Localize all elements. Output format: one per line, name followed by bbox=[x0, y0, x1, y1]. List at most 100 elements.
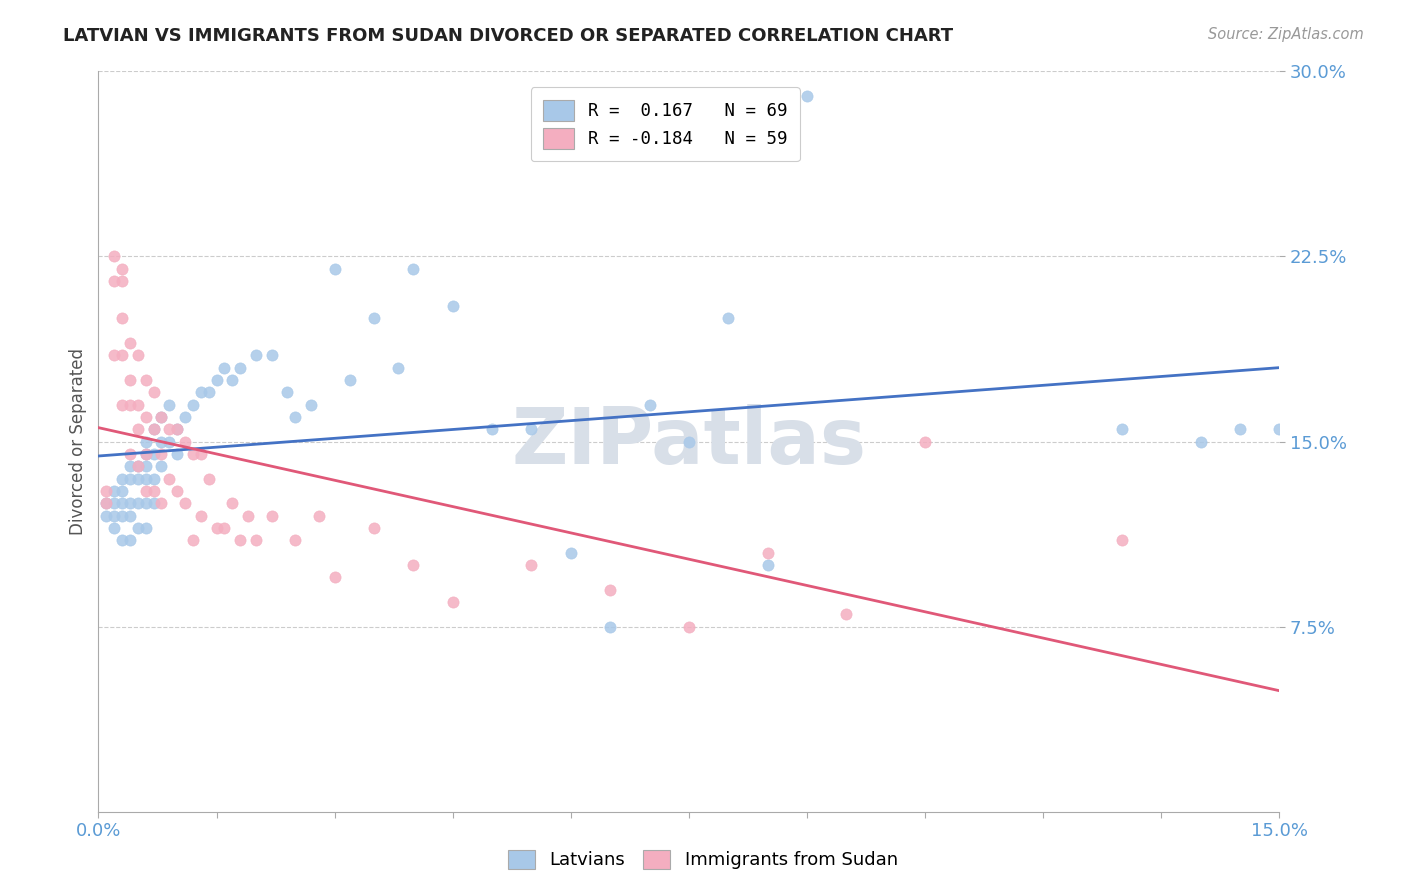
Point bbox=[363, 311, 385, 326]
Point bbox=[402, 558, 425, 572]
Point bbox=[323, 261, 346, 276]
Point bbox=[111, 471, 134, 485]
Point bbox=[96, 496, 118, 510]
Point bbox=[157, 471, 180, 485]
Point bbox=[520, 422, 543, 436]
Point bbox=[142, 483, 165, 498]
Point bbox=[229, 360, 252, 375]
Point bbox=[214, 521, 236, 535]
Point bbox=[118, 398, 141, 412]
Point bbox=[103, 508, 125, 523]
Point bbox=[150, 496, 173, 510]
Point bbox=[260, 348, 283, 362]
Point bbox=[190, 508, 212, 523]
Point bbox=[678, 619, 700, 633]
Point bbox=[174, 496, 197, 510]
Point bbox=[142, 471, 165, 485]
Point bbox=[387, 360, 409, 375]
Point bbox=[174, 409, 197, 424]
Point bbox=[1111, 422, 1133, 436]
Point bbox=[135, 447, 157, 461]
Point bbox=[111, 483, 134, 498]
Point bbox=[157, 422, 180, 436]
Point bbox=[174, 434, 197, 449]
Point bbox=[111, 274, 134, 288]
Point bbox=[441, 299, 464, 313]
Point bbox=[638, 398, 661, 412]
Point bbox=[245, 348, 267, 362]
Point bbox=[181, 447, 204, 461]
Point bbox=[166, 422, 188, 436]
Point bbox=[284, 409, 307, 424]
Point bbox=[135, 373, 157, 387]
Point bbox=[299, 398, 322, 412]
Point bbox=[127, 521, 149, 535]
Text: ZIPatlas: ZIPatlas bbox=[512, 403, 866, 480]
Point bbox=[197, 385, 219, 400]
Point bbox=[118, 373, 141, 387]
Point bbox=[1189, 434, 1212, 449]
Point bbox=[135, 459, 157, 474]
Point bbox=[229, 533, 252, 548]
Point bbox=[118, 533, 141, 548]
Point bbox=[678, 434, 700, 449]
Point bbox=[166, 422, 188, 436]
Point bbox=[166, 447, 188, 461]
Point bbox=[323, 570, 346, 584]
Point bbox=[205, 521, 228, 535]
Point bbox=[221, 373, 243, 387]
Point bbox=[308, 508, 330, 523]
Point bbox=[481, 422, 503, 436]
Legend: R =  0.167   N = 69, R = -0.184   N = 59: R = 0.167 N = 69, R = -0.184 N = 59 bbox=[531, 87, 800, 161]
Point bbox=[103, 274, 125, 288]
Point bbox=[135, 447, 157, 461]
Point bbox=[717, 311, 740, 326]
Point bbox=[111, 496, 134, 510]
Point bbox=[756, 558, 779, 572]
Point bbox=[103, 249, 125, 264]
Point bbox=[142, 447, 165, 461]
Point bbox=[214, 360, 236, 375]
Point bbox=[111, 261, 134, 276]
Point bbox=[166, 483, 188, 498]
Point bbox=[142, 422, 165, 436]
Point bbox=[135, 521, 157, 535]
Text: Source: ZipAtlas.com: Source: ZipAtlas.com bbox=[1208, 27, 1364, 42]
Point bbox=[96, 483, 118, 498]
Point bbox=[135, 409, 157, 424]
Point bbox=[142, 496, 165, 510]
Point bbox=[245, 533, 267, 548]
Point bbox=[157, 398, 180, 412]
Point bbox=[190, 385, 212, 400]
Point bbox=[118, 508, 141, 523]
Point bbox=[127, 398, 149, 412]
Point bbox=[127, 471, 149, 485]
Point bbox=[150, 447, 173, 461]
Point bbox=[150, 434, 173, 449]
Point bbox=[181, 398, 204, 412]
Point bbox=[363, 521, 385, 535]
Point bbox=[236, 508, 259, 523]
Point bbox=[402, 261, 425, 276]
Point bbox=[260, 508, 283, 523]
Point bbox=[118, 496, 141, 510]
Point bbox=[135, 496, 157, 510]
Point bbox=[599, 582, 621, 597]
Point bbox=[127, 459, 149, 474]
Point bbox=[1268, 422, 1291, 436]
Point bbox=[276, 385, 298, 400]
Point bbox=[284, 533, 307, 548]
Point bbox=[197, 471, 219, 485]
Point bbox=[560, 546, 582, 560]
Point bbox=[96, 496, 118, 510]
Point bbox=[181, 533, 204, 548]
Point bbox=[96, 508, 118, 523]
Point bbox=[111, 398, 134, 412]
Point bbox=[111, 311, 134, 326]
Point bbox=[103, 348, 125, 362]
Point bbox=[127, 348, 149, 362]
Point bbox=[118, 447, 141, 461]
Point bbox=[142, 422, 165, 436]
Point bbox=[118, 459, 141, 474]
Point bbox=[127, 496, 149, 510]
